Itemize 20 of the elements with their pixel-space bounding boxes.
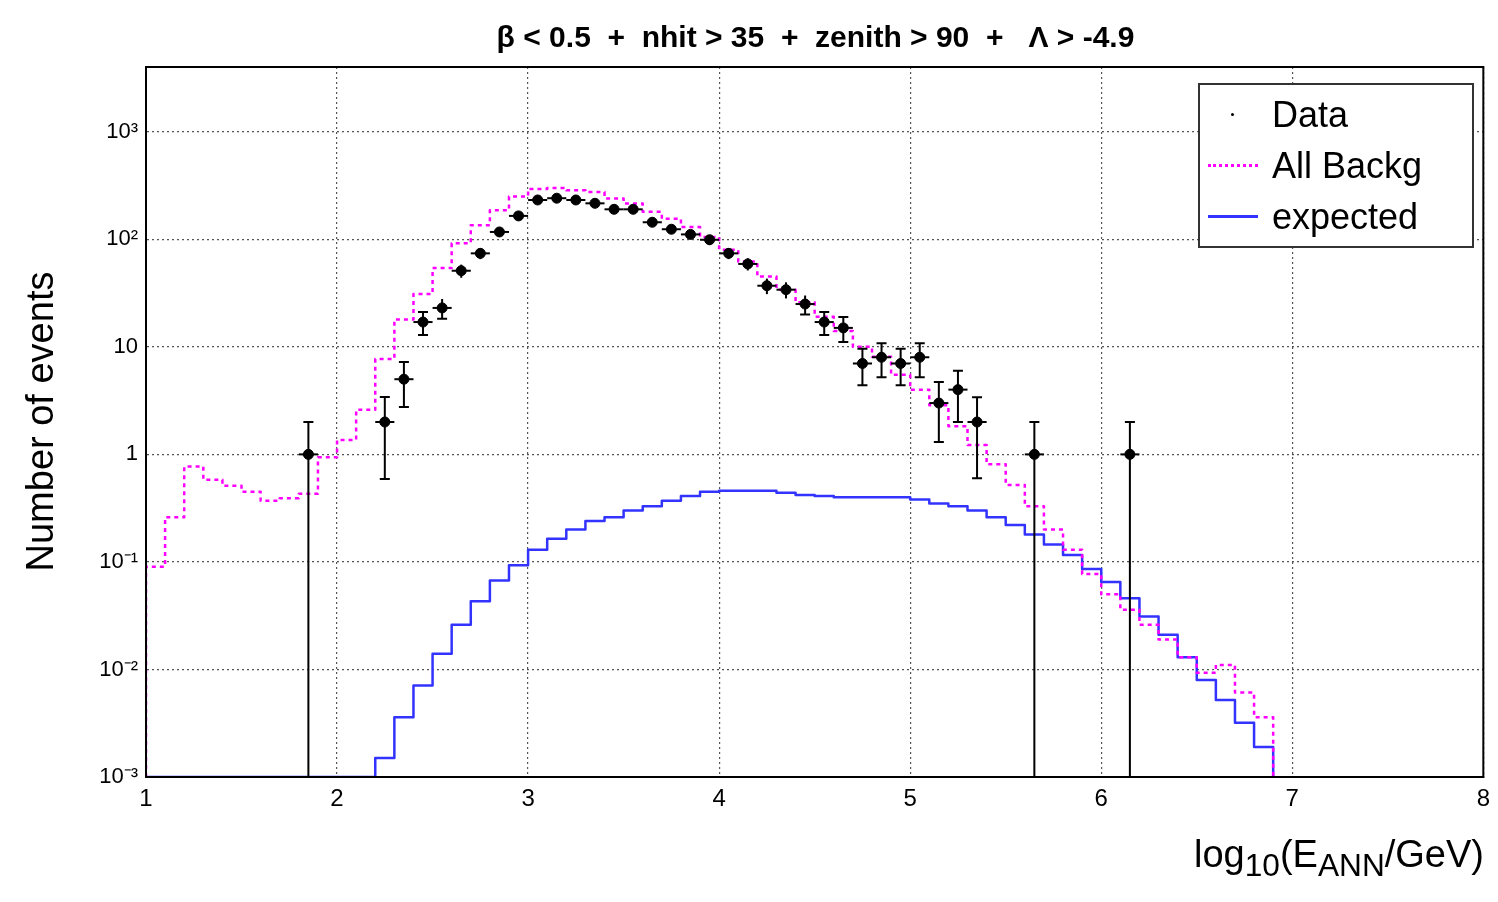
chart-title: β < 0.5 + nhit > 35 + zenith > 90 + Λ > -4.9 <box>495 20 1136 54</box>
y-tick-label: 10 <box>113 332 138 358</box>
x-tick-label: 6 <box>1094 784 1108 812</box>
x-tick-label: 8 <box>1476 784 1491 812</box>
legend-label: expected <box>1271 195 1419 238</box>
x-tick-label: 4 <box>712 784 726 812</box>
x-axis-title: log$_{10}$(E$_{ANN}$/GeV) <box>1193 833 1484 884</box>
x-tick-label: 2 <box>330 784 344 812</box>
y-tick-label: 10⁻² <box>99 655 138 681</box>
x-tick-label: 5 <box>903 784 917 812</box>
x-tick-label: 7 <box>1285 784 1299 812</box>
y-tick-label: 10⁻³ <box>99 763 138 789</box>
y-tick-label: 10³ <box>106 117 138 143</box>
y-axis-title: Number of events <box>18 270 62 574</box>
y-tick-label: 10⁻¹ <box>99 547 138 573</box>
legend-label: Data <box>1271 93 1348 136</box>
y-tick-label: 1 <box>125 440 138 466</box>
y-tick-label: 10² <box>106 225 138 251</box>
legend-label: All Backg <box>1271 144 1422 187</box>
x-tick-label: 3 <box>521 784 535 812</box>
